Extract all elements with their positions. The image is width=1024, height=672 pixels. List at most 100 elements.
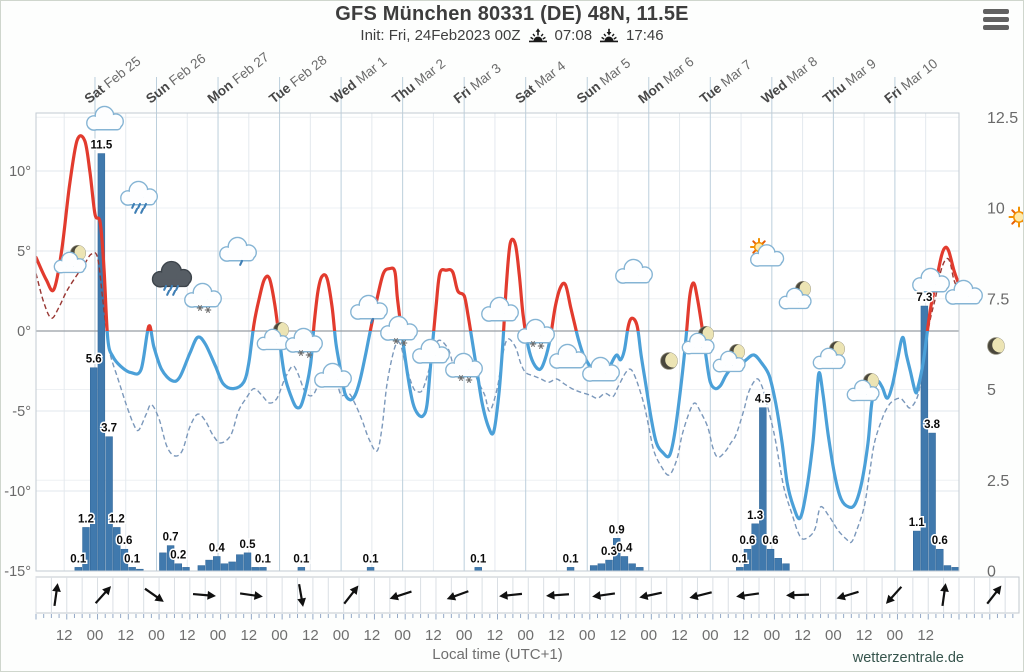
wind-arrow: [499, 591, 523, 600]
x-tick-label: 00: [456, 627, 473, 644]
precip-bar: [782, 563, 790, 572]
svg-text:0: 0: [987, 564, 996, 581]
chart-subtitle: Init: Fri, 24Feb2023 00Z 07:08: [1, 27, 1023, 44]
precip-bar: [105, 436, 113, 572]
x-tick-label: 00: [887, 627, 904, 644]
weather-icon-cloud: [549, 343, 587, 369]
precip-bar-label: 0.6: [116, 535, 132, 547]
precip-bar: [928, 432, 936, 572]
x-tick-label: 12: [240, 627, 257, 644]
precip-bar: [197, 565, 206, 572]
precip-bar: [259, 567, 267, 572]
menu-bar: [983, 9, 1009, 14]
precip-bar: [605, 559, 613, 572]
menu-icon[interactable]: [983, 9, 1009, 33]
weather-icon-snow-cloud: [184, 282, 222, 314]
wind-arrow: [239, 591, 263, 600]
precip-bar: [297, 567, 306, 572]
wind-arrow: [736, 591, 760, 600]
precip-bar-label: 0.1: [563, 553, 580, 565]
precip-bar: [182, 567, 190, 572]
chart-header: GFS München 80331 (DE) 48N, 11.5E Init: …: [1, 3, 1023, 44]
svg-text:5: 5: [987, 382, 996, 399]
precip-bar: [205, 559, 213, 572]
precip-bar: [228, 561, 236, 572]
precip-bar: [566, 567, 575, 572]
svg-text:7.5: 7.5: [987, 291, 1009, 308]
day-label: Thu Mar 9: [820, 56, 879, 107]
precip-bar-label: 0.1: [363, 553, 380, 565]
svg-text:10: 10: [987, 201, 1005, 218]
precip-bar: [474, 567, 482, 572]
x-tick-label: 12: [302, 627, 319, 644]
day-label: Fri Mar 10: [882, 56, 941, 107]
weather-icon-moon-cloud: [846, 372, 880, 402]
menu-bar: [983, 25, 1009, 30]
day-label: Tue Mar 7: [697, 57, 755, 107]
precip-bars: [74, 153, 959, 572]
time-ruler: [35, 614, 1014, 620]
svg-text:-5°: -5°: [12, 404, 31, 420]
precip-bar: [174, 563, 182, 572]
precip-bar: [366, 567, 375, 572]
precip-bar: [589, 565, 598, 572]
weather-icon-snow-cloud: [380, 315, 418, 347]
precip-bar-label: 7.3: [916, 292, 932, 304]
precip-bar-label: 3.7: [101, 423, 117, 435]
watermark-link[interactable]: wetterzentrale.de: [852, 650, 964, 666]
svg-text:-15°: -15°: [4, 564, 31, 580]
wind-arrow: [885, 586, 903, 604]
x-tick-label: 12: [671, 627, 688, 644]
precip-bar: [913, 530, 921, 572]
x-tick-label: 00: [210, 627, 227, 644]
precip-bar: [766, 548, 775, 572]
weather-icon-snow-cloud: [517, 318, 555, 350]
precip-bar-label: 0.1: [124, 553, 141, 565]
weather-icon-cloud: [912, 267, 950, 293]
weather-icon-cloud: [481, 296, 519, 322]
precip-bar: [628, 563, 636, 572]
precip-bar-label: 0.2: [170, 550, 186, 562]
precip-bar-label: 1.3: [747, 510, 763, 522]
precip-bar: [113, 527, 121, 572]
x-tick-label: 00: [517, 627, 534, 644]
precip-bar-labels: 0.1 1.2 5.6 11.5 3.7 1.2 0.6 0.1 0.7 0.2 0.4 0.5 0.1…: [69, 138, 949, 567]
precip-bar: [636, 567, 644, 572]
precip-bar: [220, 563, 229, 572]
wind-arrow: [52, 583, 61, 607]
weather-icon-cloud: [945, 279, 983, 305]
precip-bar: [236, 554, 244, 572]
axis-labels: 10° 5° 0° -5° -10° -15° 12.5 10 7.5 5 2.5 0: [4, 110, 1018, 581]
precip-bar: [751, 523, 759, 572]
wind-arrow: [639, 591, 662, 601]
weather-icon-cloud: [582, 356, 620, 382]
day-label: Tue Feb 28: [266, 52, 329, 106]
precip-bar-label: 0.1: [732, 553, 749, 565]
day-label: Mon Feb 27: [205, 49, 272, 106]
precip-bar-label: 11.5: [91, 140, 113, 152]
day-label: Wed Mar 1: [328, 54, 390, 107]
precip-bar-label: 0.7: [163, 532, 179, 544]
weather-icon-cloud: [412, 338, 450, 364]
weather-icon-sun-cloud: [749, 237, 785, 267]
precip-bar: [128, 567, 136, 572]
precip-bar: [251, 567, 259, 572]
x-tick-label: 12: [487, 627, 504, 644]
wind-arrow: [689, 591, 712, 601]
precip-bar-label: 0.9: [609, 524, 625, 536]
gridlines: [36, 77, 959, 571]
precip-bar-label: 4.5: [755, 394, 772, 406]
wind-arrow: [546, 590, 570, 600]
wind-arrow: [389, 590, 412, 601]
precip-bar: [74, 567, 82, 572]
weather-icon-heavy-rain-cloud: [151, 260, 193, 296]
x-tick-label: 12: [917, 627, 934, 644]
precip-bar: [243, 552, 252, 572]
page-title: GFS München 80331 (DE) 48N, 11.5E: [335, 3, 689, 25]
weather-icon-moon-cloud: [53, 244, 87, 274]
x-tick-label: 12: [179, 627, 196, 644]
wind-arrow: [144, 587, 164, 602]
sunrise-icon: [527, 27, 549, 44]
